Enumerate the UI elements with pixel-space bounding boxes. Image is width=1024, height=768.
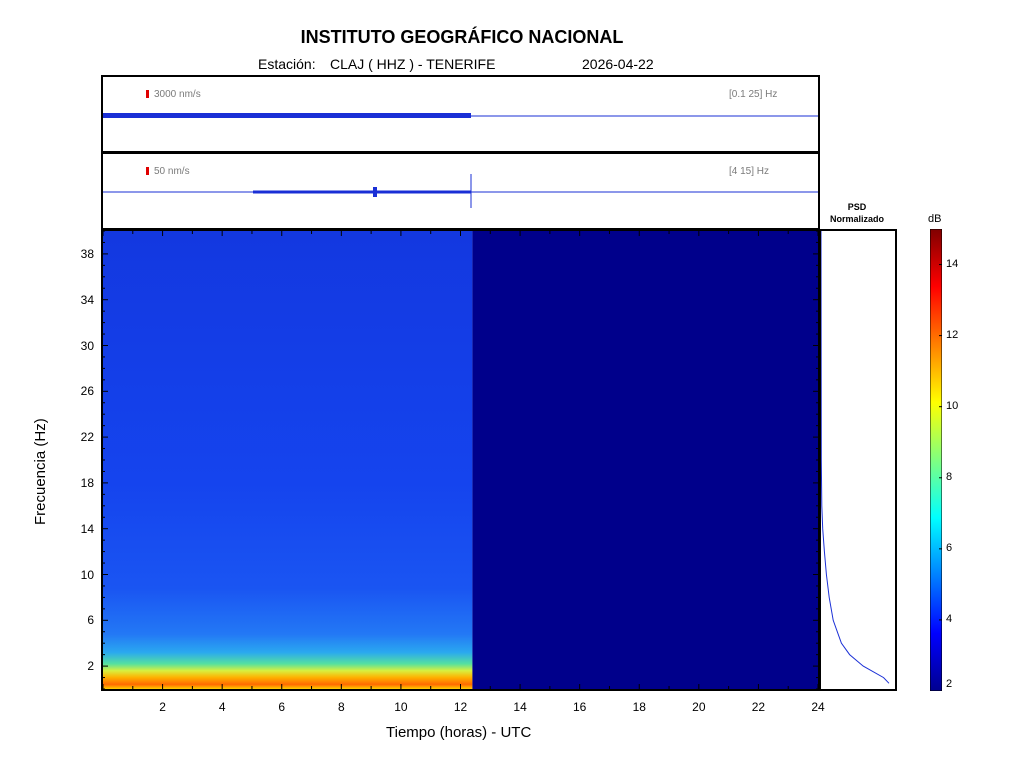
x-axis-title: Tiempo (horas) - UTC [386,724,532,741]
x-tick-label: 12 [453,700,468,714]
y-axis-title: Frecuencia (Hz) [32,418,49,525]
station-label: Estación: [258,56,316,72]
x-tick-label: 4 [218,700,226,714]
y-tick-label: 10 [80,567,94,582]
trace-panel-broadband: 3000 nm/s [0.1 25] Hz [101,75,820,153]
spectrogram-ticks [102,230,819,690]
trace-scale-label: 50 nm/s [154,166,190,177]
psd-panel [819,229,897,691]
psd-svg [819,229,897,691]
spectrogram-empty-region [472,231,818,689]
spectrogram-data [103,231,473,689]
trace-scale-marker [146,167,149,175]
x-tick-label: 18 [632,700,646,714]
x-tick-label: 6 [278,700,286,714]
y-tick-label: 38 [80,246,94,261]
colorbar-ticks [939,264,942,691]
x-tick-label: 10 [394,700,408,714]
y-tick-label: 26 [80,384,94,399]
trace-broadband-svg [103,113,818,118]
trace-scale-label: 3000 nm/s [154,89,201,100]
trace-filtered-svg [103,174,818,208]
colorbar-tick-label: 12 [946,328,959,341]
trace-band-label: [4 15] Hz [729,166,770,177]
x-tick-label: 16 [572,700,587,714]
station-value: CLAJ ( HHZ ) - TENERIFE [330,56,496,72]
trace-panel-filtered: 50 nm/s [4 15] Hz [101,152,820,230]
x-tick-label: 8 [337,700,345,714]
y-tick-label: 18 [80,475,94,490]
y-tick-label: 14 [80,521,94,536]
psd-frame [819,229,897,691]
colorbar [930,229,942,691]
y-tick-label: 34 [80,292,94,307]
colorbar-tick-label: 14 [946,257,959,270]
date-label: 2026-04-22 [582,56,654,72]
x-tick-label: 14 [513,700,527,714]
chart-title: INSTITUTO GEOGRÁFICO NACIONAL [300,27,624,47]
trace-band-label: [0.1 25] Hz [729,89,778,100]
colorbar-tick-label: 10 [946,399,959,412]
psd-title-line1: PSD [847,202,867,212]
psd-title-line2: Normalizado [829,214,884,224]
trace-scale-marker [146,90,149,98]
y-tick-label: 30 [80,338,94,353]
colorbar-svg [930,229,942,691]
colorbar-tick-label: 8 [946,470,953,483]
x-tick-label: 24 [811,700,825,714]
y-tick-label: 6 [87,613,94,628]
spectrogram-panel [101,229,820,691]
colorbar-gradient [930,229,942,691]
x-tick-label: 2 [159,700,166,714]
x-tick-label: 20 [692,700,706,714]
y-tick-label: 22 [80,430,94,445]
colorbar-tick-label: 2 [946,678,953,690]
spectrogram-svg [101,229,820,691]
colorbar-unit: dB [928,213,942,225]
psd-title: PSD Normalizado [817,201,897,225]
psd-curve [820,230,890,684]
colorbar-tick-label: 4 [946,612,953,625]
colorbar-tick-label: 6 [946,541,953,554]
trace-filtered-burst [373,187,377,197]
trace-filtered-signal [253,190,471,194]
x-tick-label: 22 [751,700,766,714]
trace-broadband-signal [103,113,471,118]
y-tick-label: 2 [87,659,94,674]
